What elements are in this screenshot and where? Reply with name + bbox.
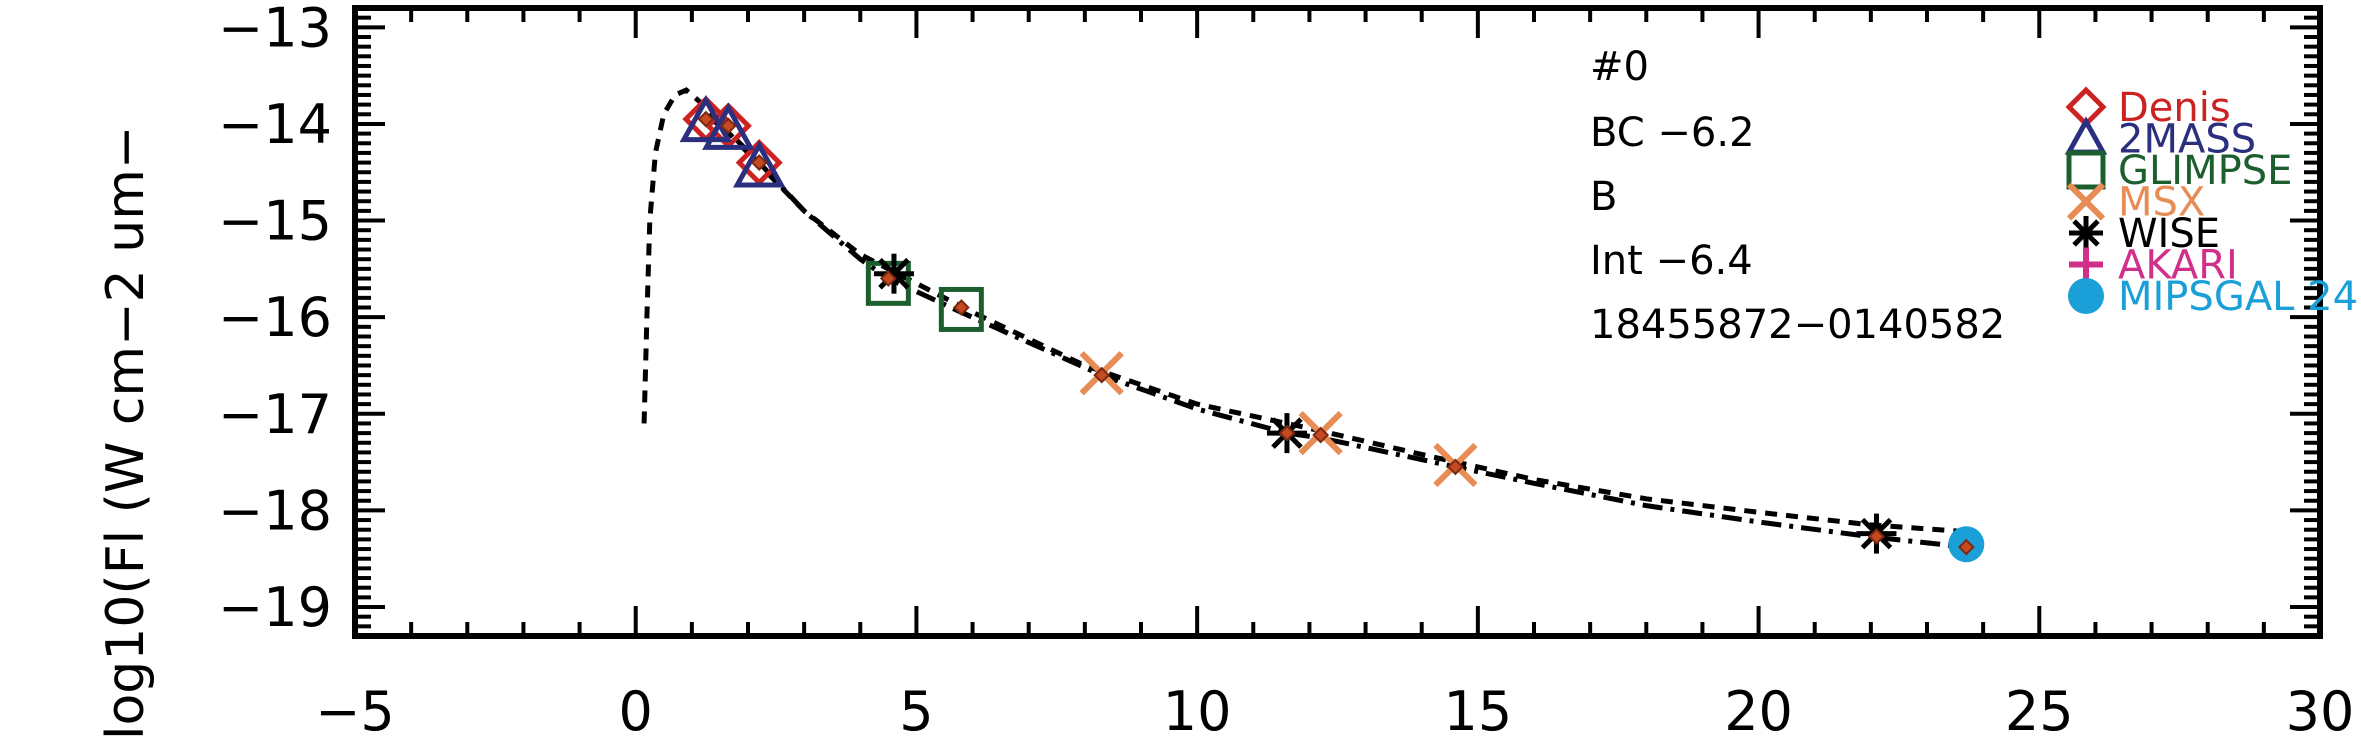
x-tick-label: 30	[2286, 680, 2355, 743]
x-tick-label: 5	[899, 680, 933, 743]
model-curve-dash-dot	[701, 112, 1967, 550]
data-point-glimpse	[938, 286, 984, 332]
x-tick-label: 25	[2005, 680, 2074, 743]
data-point-2mass	[679, 94, 733, 143]
axis-ticks	[353, 6, 2322, 638]
y-tick-label: −14	[218, 93, 332, 156]
legend-marker-glimpse	[2066, 150, 2106, 190]
fit-point	[697, 110, 715, 128]
y-tick-label: −15	[218, 190, 332, 253]
data-point-2mass	[732, 140, 786, 188]
x-tick-label: −5	[315, 680, 395, 743]
fit-point	[879, 270, 897, 287]
annotation-line: #0	[1590, 44, 1649, 90]
data-point-2mass	[702, 102, 755, 150]
y-tick-label: −17	[218, 383, 332, 446]
legend-label: MIPSGAL 24	[2118, 274, 2358, 320]
fit-point	[1278, 424, 1296, 442]
plot-border	[352, 5, 2323, 639]
legend-marker-msx	[2066, 182, 2106, 221]
model-curve-dashed	[641, 87, 1967, 535]
fit-point	[1957, 538, 1975, 556]
data-markers	[679, 94, 1985, 563]
legend-marker-akari	[2069, 247, 2103, 282]
data-point-glimpse	[865, 260, 911, 306]
fit-point	[1312, 426, 1330, 444]
legend-marker-wise	[2069, 216, 2103, 250]
legend-label: GLIMPSE	[2118, 148, 2292, 194]
fit-point	[1446, 458, 1464, 476]
plot-frame	[352, 5, 2323, 639]
annotation-block: #0 BC −6.2 B Int −6.4 18455872−0140582	[1590, 44, 2005, 348]
x-tick-label: 20	[1724, 680, 1793, 743]
x-tick-label: 15	[1443, 680, 1512, 743]
model-curves	[641, 87, 1967, 550]
x-tick-label: 10	[1163, 680, 1232, 743]
fit-point	[1093, 366, 1111, 384]
y-tick-label: −18	[218, 479, 332, 542]
legend-marker-mipsgal-24	[2068, 278, 2104, 314]
legend-label: Denis	[2118, 85, 2231, 131]
y-tick-label: −13	[218, 0, 332, 59]
annotation-line: Int −6.4	[1590, 238, 1753, 284]
y-tick-label: −19	[218, 576, 332, 639]
legend-label: AKARI	[2118, 243, 2238, 289]
fit-point	[750, 154, 768, 171]
legend-label: WISE	[2118, 211, 2220, 257]
fit-point	[719, 117, 737, 135]
annotation-line: 18455872−0140582	[1590, 302, 2005, 348]
data-point-wise	[873, 253, 914, 294]
legend-label: MSX	[2118, 180, 2205, 226]
fit-point	[1868, 528, 1885, 545]
annotation-line: BC −6.2	[1590, 110, 1755, 156]
legend-marker-2mass	[2064, 116, 2108, 155]
legend-label: 2MASS	[2118, 117, 2256, 163]
y-tick-label: −16	[218, 286, 332, 349]
axis-labels: −5 0 5 10 15 20 25 30 −13 −14 −15 −16 −17 −18 −19 log10…	[96, 0, 2354, 743]
x-tick-label: 0	[619, 680, 653, 743]
y-axis-label: log10(Fl (W cm−2 um−	[96, 126, 156, 740]
fit-point	[952, 299, 970, 316]
annotation-line: B	[1590, 174, 1617, 220]
